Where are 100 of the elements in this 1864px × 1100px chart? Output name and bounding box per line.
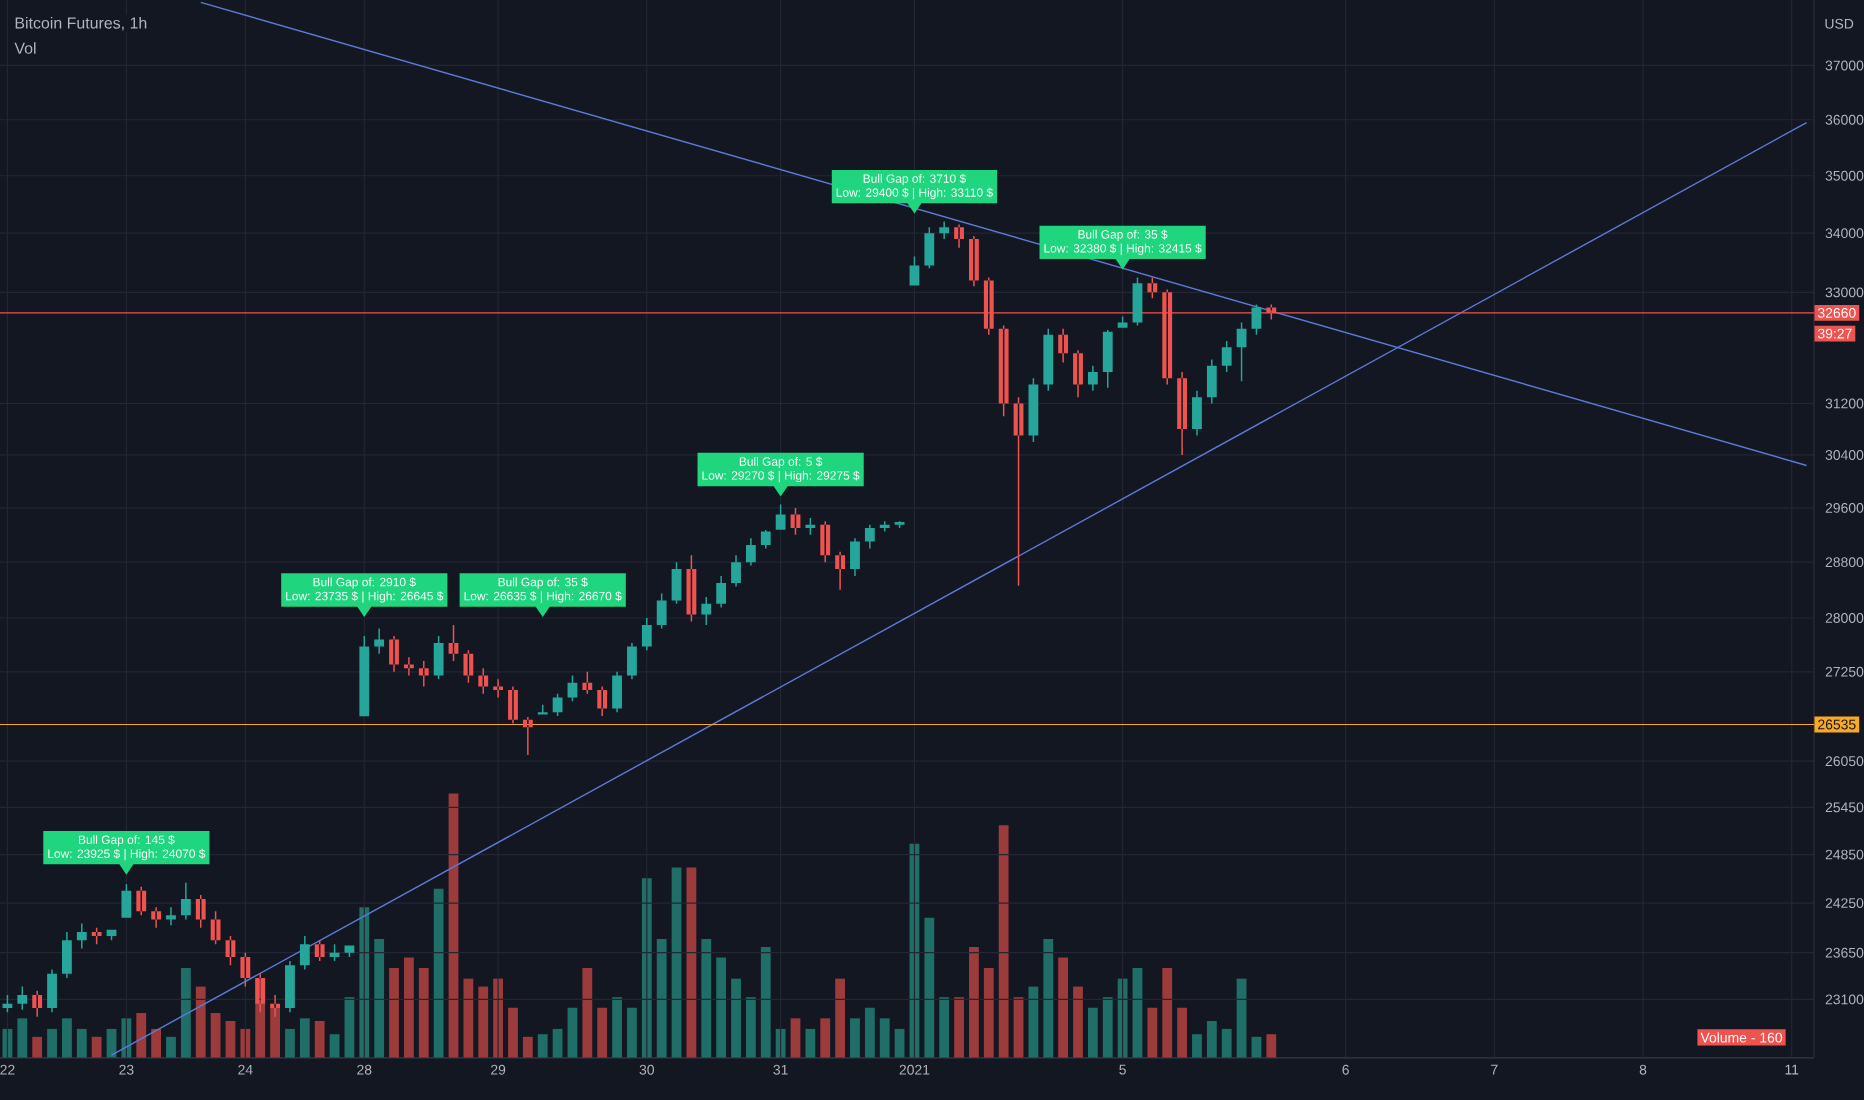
bar [745, 997, 756, 1058]
bar [1206, 1020, 1217, 1058]
bar [62, 1018, 72, 1058]
candlestick [850, 538, 860, 577]
candlestick [864, 524, 875, 549]
candlestick [582, 671, 593, 694]
bar [1147, 1007, 1158, 1058]
bar [1192, 1034, 1202, 1058]
bar [76, 1028, 87, 1058]
bar [537, 1034, 548, 1058]
candlestick [76, 923, 87, 949]
bar [1058, 957, 1069, 1058]
bar [314, 1020, 325, 1058]
bar [270, 1007, 280, 1058]
candlestick [136, 886, 147, 916]
candlestick [389, 635, 399, 672]
candlestick [820, 521, 831, 563]
candlestick [641, 618, 652, 651]
candlestick [1058, 328, 1069, 363]
bar [136, 1013, 147, 1058]
bar [998, 825, 1009, 1058]
candlestick [716, 576, 727, 608]
bar [195, 986, 206, 1058]
bar [582, 968, 593, 1058]
bar [17, 1018, 28, 1058]
bar [850, 1018, 860, 1058]
candlestick [835, 551, 846, 590]
candlestick [493, 679, 504, 698]
candlestick [597, 686, 608, 716]
candlestick [463, 650, 474, 683]
candlestick [195, 894, 206, 928]
bar [969, 946, 979, 1058]
bar [151, 1028, 162, 1058]
candlestick [1013, 397, 1024, 586]
candlestick [1073, 350, 1083, 398]
bar [820, 1018, 831, 1058]
candlestick [1192, 390, 1202, 436]
candlestick [478, 668, 489, 694]
bar [954, 997, 964, 1058]
bar [760, 946, 771, 1058]
bar [403, 957, 414, 1058]
candlestick [151, 907, 162, 928]
bar [1102, 997, 1113, 1058]
bar [924, 917, 935, 1058]
candlestick [299, 936, 310, 970]
bar [285, 1028, 295, 1058]
bar [731, 978, 741, 1058]
bar [433, 888, 444, 1058]
candlestick [1177, 371, 1187, 455]
bar [299, 1018, 310, 1058]
candlestick [166, 907, 176, 926]
candlestick [939, 221, 950, 239]
bar [180, 968, 191, 1058]
bar [210, 1013, 221, 1058]
candlestick [1087, 365, 1098, 391]
candlestick [180, 882, 191, 920]
bar [1043, 938, 1054, 1058]
bar [418, 968, 429, 1058]
candlestick [314, 940, 325, 962]
candlestick [790, 507, 801, 535]
candlestick [508, 686, 518, 724]
bar [656, 938, 667, 1058]
bar [508, 1007, 518, 1058]
bar [47, 1028, 57, 1058]
candlestick [32, 990, 43, 1017]
bar [1087, 1007, 1098, 1058]
bar [522, 1036, 533, 1058]
candlestick [686, 555, 697, 622]
candlestick [1147, 277, 1158, 299]
candlestick [91, 927, 102, 945]
bar [91, 1036, 102, 1058]
candlestick [374, 628, 385, 654]
bar [463, 978, 474, 1058]
candlestick [285, 961, 295, 1013]
candlestick [1206, 359, 1217, 404]
bar [1132, 968, 1143, 1058]
bar [835, 978, 846, 1058]
candlestick [954, 224, 964, 248]
bar [716, 957, 727, 1058]
bar [389, 968, 399, 1058]
bar [1177, 1007, 1187, 1058]
bar [983, 968, 994, 1058]
candlestick [240, 952, 251, 987]
bar [627, 1007, 637, 1058]
bar [478, 986, 489, 1058]
candlestick [537, 704, 548, 715]
candlestick [731, 555, 741, 587]
bar [166, 1036, 176, 1058]
bar [32, 1036, 43, 1058]
bar [701, 938, 712, 1058]
bar [374, 938, 385, 1058]
candlestick [522, 717, 533, 756]
candlestick [448, 625, 459, 661]
candlestick [210, 911, 221, 945]
bar [1028, 986, 1039, 1058]
bar [1266, 1034, 1277, 1058]
bar [1073, 986, 1083, 1058]
candlestick [225, 936, 236, 966]
candlestick [418, 660, 429, 687]
bar [939, 997, 950, 1058]
